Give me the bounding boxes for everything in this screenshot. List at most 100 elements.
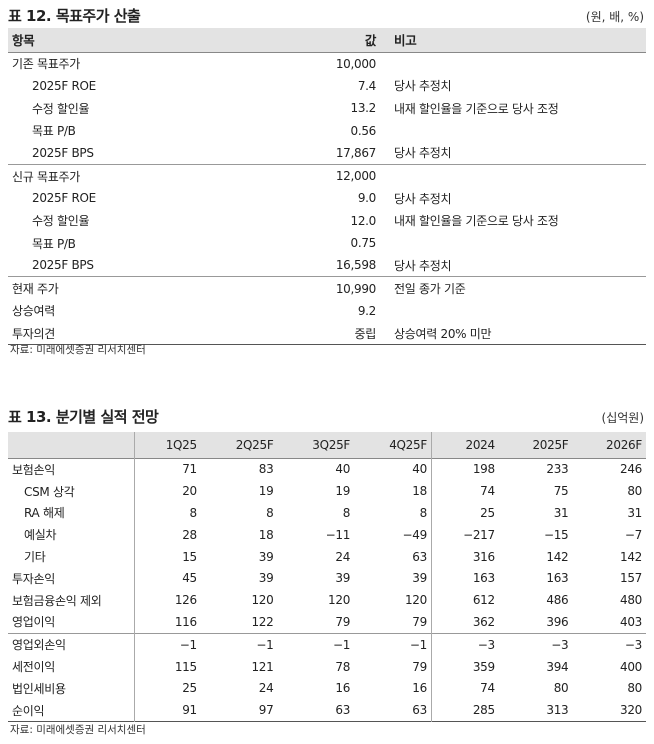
row-note: 당사 추정치 bbox=[394, 191, 452, 206]
cell-value: 120 bbox=[328, 593, 351, 608]
header-cell: 2026F bbox=[606, 437, 642, 452]
row-label: 목표 P/B bbox=[32, 124, 76, 139]
row-label: 예실차 bbox=[24, 528, 57, 543]
row-note bbox=[380, 300, 646, 322]
table-row: 보험금융손익 제외 126 120 120 120 612 486 480 bbox=[8, 589, 646, 612]
cell-value: −11 bbox=[325, 527, 351, 542]
header-cell: 2025F bbox=[532, 437, 569, 452]
cell-value: 120 bbox=[404, 593, 427, 608]
row-value: 0.75 bbox=[350, 236, 377, 251]
table-row: 2025F ROE 9.0 당사 추정치 bbox=[8, 187, 646, 209]
row-label: 목표 P/B bbox=[32, 236, 76, 251]
cell-value: −1 bbox=[354, 632, 432, 656]
cell-value: −7 bbox=[624, 527, 642, 542]
row-label: 2025F BPS bbox=[32, 258, 94, 273]
cell-value: 63 bbox=[412, 549, 427, 564]
row-note: 당사 추정치 bbox=[394, 258, 452, 273]
cell-value: 120 bbox=[251, 593, 274, 608]
cell-value: −15 bbox=[543, 527, 569, 542]
cell-value: 400 bbox=[619, 659, 642, 674]
cell-value: 320 bbox=[619, 703, 642, 718]
cell-value: 24 bbox=[258, 681, 274, 696]
table-row: 예실차 28 18 −11 −49 −217 −15 −7 bbox=[8, 523, 646, 546]
row-value: 10,990 bbox=[142, 276, 381, 300]
table-row: 현재 주가 10,990 전일 종가 기준 bbox=[8, 276, 646, 300]
cell-value: 115 bbox=[133, 655, 201, 678]
table-row: 순이익 91 97 63 63 285 313 320 bbox=[8, 699, 646, 722]
cell-value: 63 bbox=[335, 703, 351, 718]
table13-unit: (십억원) bbox=[601, 411, 644, 425]
row-value: 7.4 bbox=[357, 78, 377, 93]
row-label: 법인세비용 bbox=[12, 681, 66, 696]
cell-value: 612 bbox=[430, 589, 499, 612]
cell-value: 480 bbox=[619, 593, 642, 608]
cell-value: 31 bbox=[627, 505, 642, 520]
table-header: 1Q25 2Q25F 3Q25F 4Q25F 2024 2025F 2026F bbox=[8, 432, 646, 458]
row-value: 9.2 bbox=[357, 303, 377, 318]
cell-value: 39 bbox=[335, 571, 351, 586]
row-label: 보험손익 bbox=[12, 462, 55, 477]
header-item: 항목 bbox=[12, 33, 35, 49]
row-label: 2025F BPS bbox=[32, 145, 94, 160]
row-label: 기존 목표주가 bbox=[12, 57, 80, 72]
table12-title: 표 12. 목표주가 산출 bbox=[8, 7, 141, 25]
cell-value: 97 bbox=[258, 703, 274, 718]
row-note: 내재 할인율을 기준으로 당사 조정 bbox=[394, 101, 559, 116]
cell-value: 40 bbox=[412, 462, 427, 477]
cell-value: 8 bbox=[419, 505, 428, 520]
cell-value: 74 bbox=[430, 480, 499, 503]
cell-value: 313 bbox=[546, 703, 569, 718]
header-note: 비고 bbox=[394, 33, 417, 49]
row-label: RA 해제 bbox=[24, 506, 65, 521]
row-note: 당사 추정치 bbox=[394, 146, 452, 161]
row-note: 내재 할인율을 기준으로 당사 조정 bbox=[394, 214, 559, 229]
row-label: 수정 할인율 bbox=[32, 214, 90, 229]
row-label: 투자의견 bbox=[12, 326, 55, 341]
header-cell bbox=[8, 432, 135, 458]
table-row: 세전이익 115 121 78 79 359 394 400 bbox=[8, 655, 646, 678]
cell-value: 359 bbox=[430, 655, 499, 678]
row-label: 순이익 bbox=[12, 703, 45, 718]
cell-value: 39 bbox=[258, 549, 274, 564]
row-label: 기타 bbox=[24, 550, 46, 565]
row-note bbox=[380, 52, 646, 75]
cell-value: 16 bbox=[412, 681, 427, 696]
table-row: 기타 15 39 24 63 316 142 142 bbox=[8, 545, 646, 568]
cell-value: 78 bbox=[335, 659, 351, 674]
cell-value: −1 bbox=[133, 632, 201, 656]
cell-value: 39 bbox=[258, 571, 274, 586]
cell-value: 8 bbox=[133, 502, 201, 524]
header-cell: 3Q25F bbox=[312, 437, 351, 452]
cell-value: 121 bbox=[251, 659, 274, 674]
cell-value: 8 bbox=[266, 505, 274, 520]
cell-value: 19 bbox=[258, 484, 274, 499]
table13-title: 표 13. 분기별 실적 전망 bbox=[8, 408, 159, 426]
row-label: 세전이익 bbox=[12, 660, 55, 675]
cell-value: 362 bbox=[430, 611, 499, 634]
row-label: 2025F ROE bbox=[32, 78, 96, 93]
row-label: 상승여력 bbox=[12, 304, 55, 319]
row-value: 17,867 bbox=[335, 145, 377, 160]
cell-value: 79 bbox=[335, 614, 351, 629]
cell-value: 91 bbox=[133, 699, 201, 722]
cell-value: 79 bbox=[412, 659, 427, 674]
cell-value: 285 bbox=[430, 699, 499, 722]
cell-value: 20 bbox=[133, 480, 201, 503]
table-header: 항목 값 비고 bbox=[8, 28, 646, 52]
cell-value: 74 bbox=[430, 677, 499, 700]
cell-value: 63 bbox=[412, 703, 427, 718]
row-value: 0.56 bbox=[350, 123, 377, 138]
cell-value: 126 bbox=[133, 589, 201, 612]
table-row: RA 해제 8 8 8 8 25 31 31 bbox=[8, 502, 646, 524]
cell-value: 16 bbox=[335, 681, 351, 696]
cell-value: 394 bbox=[546, 659, 569, 674]
row-value: 12,000 bbox=[142, 163, 381, 188]
table-row: 목표 P/B 0.75 bbox=[8, 232, 646, 254]
target-price-table: 항목 값 비고 기존 목표주가 10,000 2025F ROE 7.4 당사 추정치 수… bbox=[8, 28, 646, 346]
table-row: 신규 목표주가 12,000 bbox=[8, 163, 646, 188]
header-cell: 4Q25F bbox=[389, 437, 427, 452]
header-value: 값 bbox=[364, 33, 377, 49]
row-value: 10,000 bbox=[335, 56, 377, 71]
cell-value: 403 bbox=[619, 614, 642, 629]
cell-value: 80 bbox=[627, 484, 642, 499]
